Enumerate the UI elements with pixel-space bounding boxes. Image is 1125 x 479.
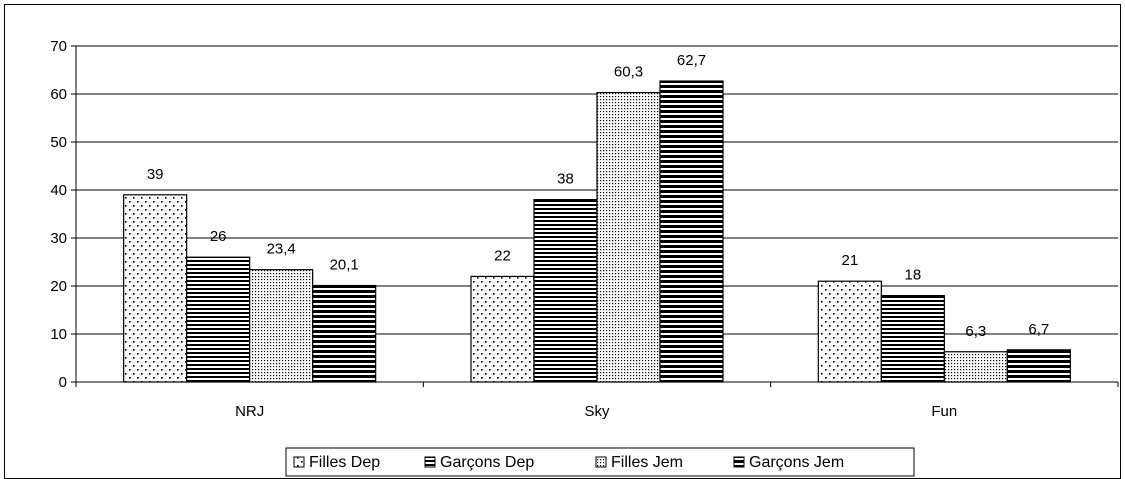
data-label: 23,4 <box>267 241 296 258</box>
data-label: 22 <box>494 247 511 264</box>
data-label: 26 <box>210 228 227 245</box>
y-tick-label: 0 <box>59 374 67 391</box>
bar <box>596 91 661 383</box>
bar <box>943 351 1008 383</box>
legend-label: Filles Jem <box>611 454 683 471</box>
data-label: 38 <box>557 171 574 188</box>
data-label: 20,1 <box>330 257 359 274</box>
y-tick-label: 40 <box>50 182 67 199</box>
y-tick-label: 70 <box>50 38 67 55</box>
bar <box>880 295 945 383</box>
y-tick-label: 60 <box>50 86 67 103</box>
data-label: 21 <box>841 252 858 269</box>
bars <box>123 80 1071 383</box>
y-tick-label: 30 <box>50 230 67 247</box>
x-category-label: NRJ <box>235 403 264 420</box>
x-category-label: Fun <box>931 403 957 420</box>
legend-label: Garçons Dep <box>440 454 534 471</box>
data-label: 18 <box>904 267 921 284</box>
legend-swatch <box>424 456 436 468</box>
data-label: 39 <box>147 166 164 183</box>
bar <box>817 280 882 383</box>
bar <box>186 256 251 383</box>
bar <box>1006 349 1071 383</box>
bar <box>123 194 188 383</box>
y-tick-label: 10 <box>50 326 67 343</box>
data-label: 62,7 <box>677 52 706 69</box>
y-tick-label: 20 <box>50 278 67 295</box>
y-tick-label: 50 <box>50 134 67 151</box>
legend-swatch <box>595 456 607 468</box>
x-category-label: Sky <box>584 403 610 420</box>
legend-label: Garçons Jem <box>749 454 844 471</box>
bar <box>533 199 598 383</box>
data-label: 6,7 <box>1028 321 1049 338</box>
bar <box>659 80 724 383</box>
legend: Filles Dep Garçons Dep Filles Jem Garçons J… <box>285 447 915 477</box>
bar <box>312 284 377 383</box>
legend-swatch <box>733 456 745 468</box>
data-label: 60,3 <box>614 64 643 81</box>
legend-label: Filles Dep <box>309 454 380 471</box>
legend-swatch <box>293 456 305 468</box>
data-label: 6,3 <box>965 323 986 340</box>
bar <box>470 275 535 383</box>
data-labels: 39 26 23,4 20,1 22 38 60,3 62,7 21 18 6,3 6,7 <box>147 52 1049 340</box>
bar <box>249 269 314 383</box>
